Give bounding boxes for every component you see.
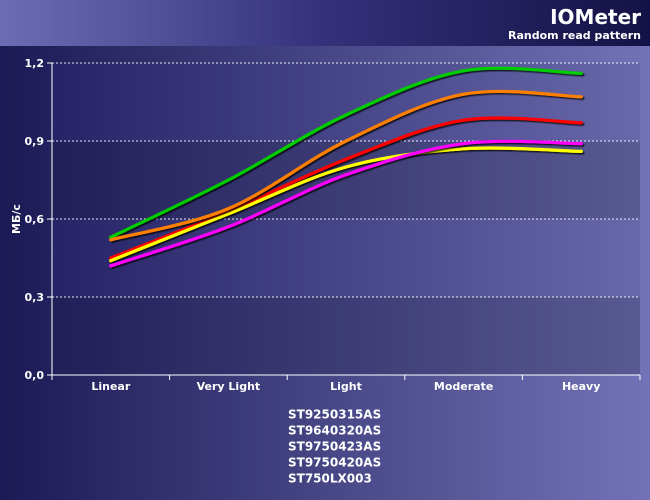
plot-band — [52, 141, 640, 219]
series-5 — [109, 89, 583, 242]
legend-label: ST9750420AS — [288, 456, 381, 470]
data-point — [344, 113, 348, 117]
plot-bands — [52, 141, 640, 375]
legend-label: ST9640320AS — [288, 424, 381, 438]
legend-label: ST750LX003 — [288, 472, 372, 486]
data-point — [109, 259, 113, 263]
y-tick-label: 1,2 — [25, 57, 45, 70]
data-point — [109, 264, 113, 268]
data-point — [344, 173, 348, 177]
data-point — [226, 212, 230, 216]
x-tick-label: Heavy — [562, 380, 600, 393]
data-point — [344, 157, 348, 161]
title-banner — [0, 0, 650, 46]
y-tick-label: 0,6 — [25, 213, 45, 226]
data-point — [462, 118, 466, 122]
x-tick-label: Very Light — [197, 380, 261, 393]
axes — [47, 62, 641, 380]
legend-item: ST9250315AS — [266, 408, 381, 422]
legend-item: ST9750423AS — [266, 440, 381, 454]
data-point — [462, 147, 466, 151]
x-tick-label: Light — [330, 380, 362, 393]
legend-item: ST9640320AS — [266, 424, 381, 438]
data-point — [579, 95, 583, 99]
x-tick-labels: Linear Very Light Light Moderate Heavy — [91, 380, 600, 393]
y-tick-label: 0,9 — [25, 135, 45, 148]
data-point — [344, 165, 348, 169]
legend-label: ST9750423AS — [288, 440, 381, 454]
y-tick-label: 0,0 — [25, 369, 45, 382]
data-point — [226, 207, 230, 211]
y-tick-labels: 0,0 0,3 0,6 0,9 1,2 — [25, 57, 45, 382]
chart-subtitle: Random read pattern — [508, 29, 641, 42]
data-point — [344, 139, 348, 143]
plot-band — [52, 297, 640, 375]
series-2 — [109, 146, 583, 263]
data-point — [226, 178, 230, 182]
legend-label: ST9250315AS — [288, 408, 381, 422]
data-point — [579, 121, 583, 125]
x-tick-label: Moderate — [434, 380, 493, 393]
data-point — [579, 149, 583, 153]
legend-item: ST9750420AS — [266, 456, 381, 470]
data-point — [462, 69, 466, 73]
data-point — [226, 225, 230, 229]
series-1 — [109, 116, 583, 260]
y-tick-label: 0,3 — [25, 291, 45, 304]
data-point — [462, 142, 466, 146]
y-axis-label: МБ/с — [10, 204, 23, 234]
data-point — [579, 142, 583, 146]
x-tick-label: Linear — [91, 380, 130, 393]
chart-title: IOMeter — [550, 5, 641, 29]
series-lines — [109, 66, 583, 268]
legend-item: ST750LX003 — [266, 472, 372, 486]
series-3 — [109, 139, 583, 268]
data-point — [109, 238, 113, 242]
data-point — [579, 71, 583, 75]
legend: ST9250315AS ST9640320AS ST9750423AS ST97504… — [266, 408, 381, 486]
data-point — [462, 92, 466, 96]
